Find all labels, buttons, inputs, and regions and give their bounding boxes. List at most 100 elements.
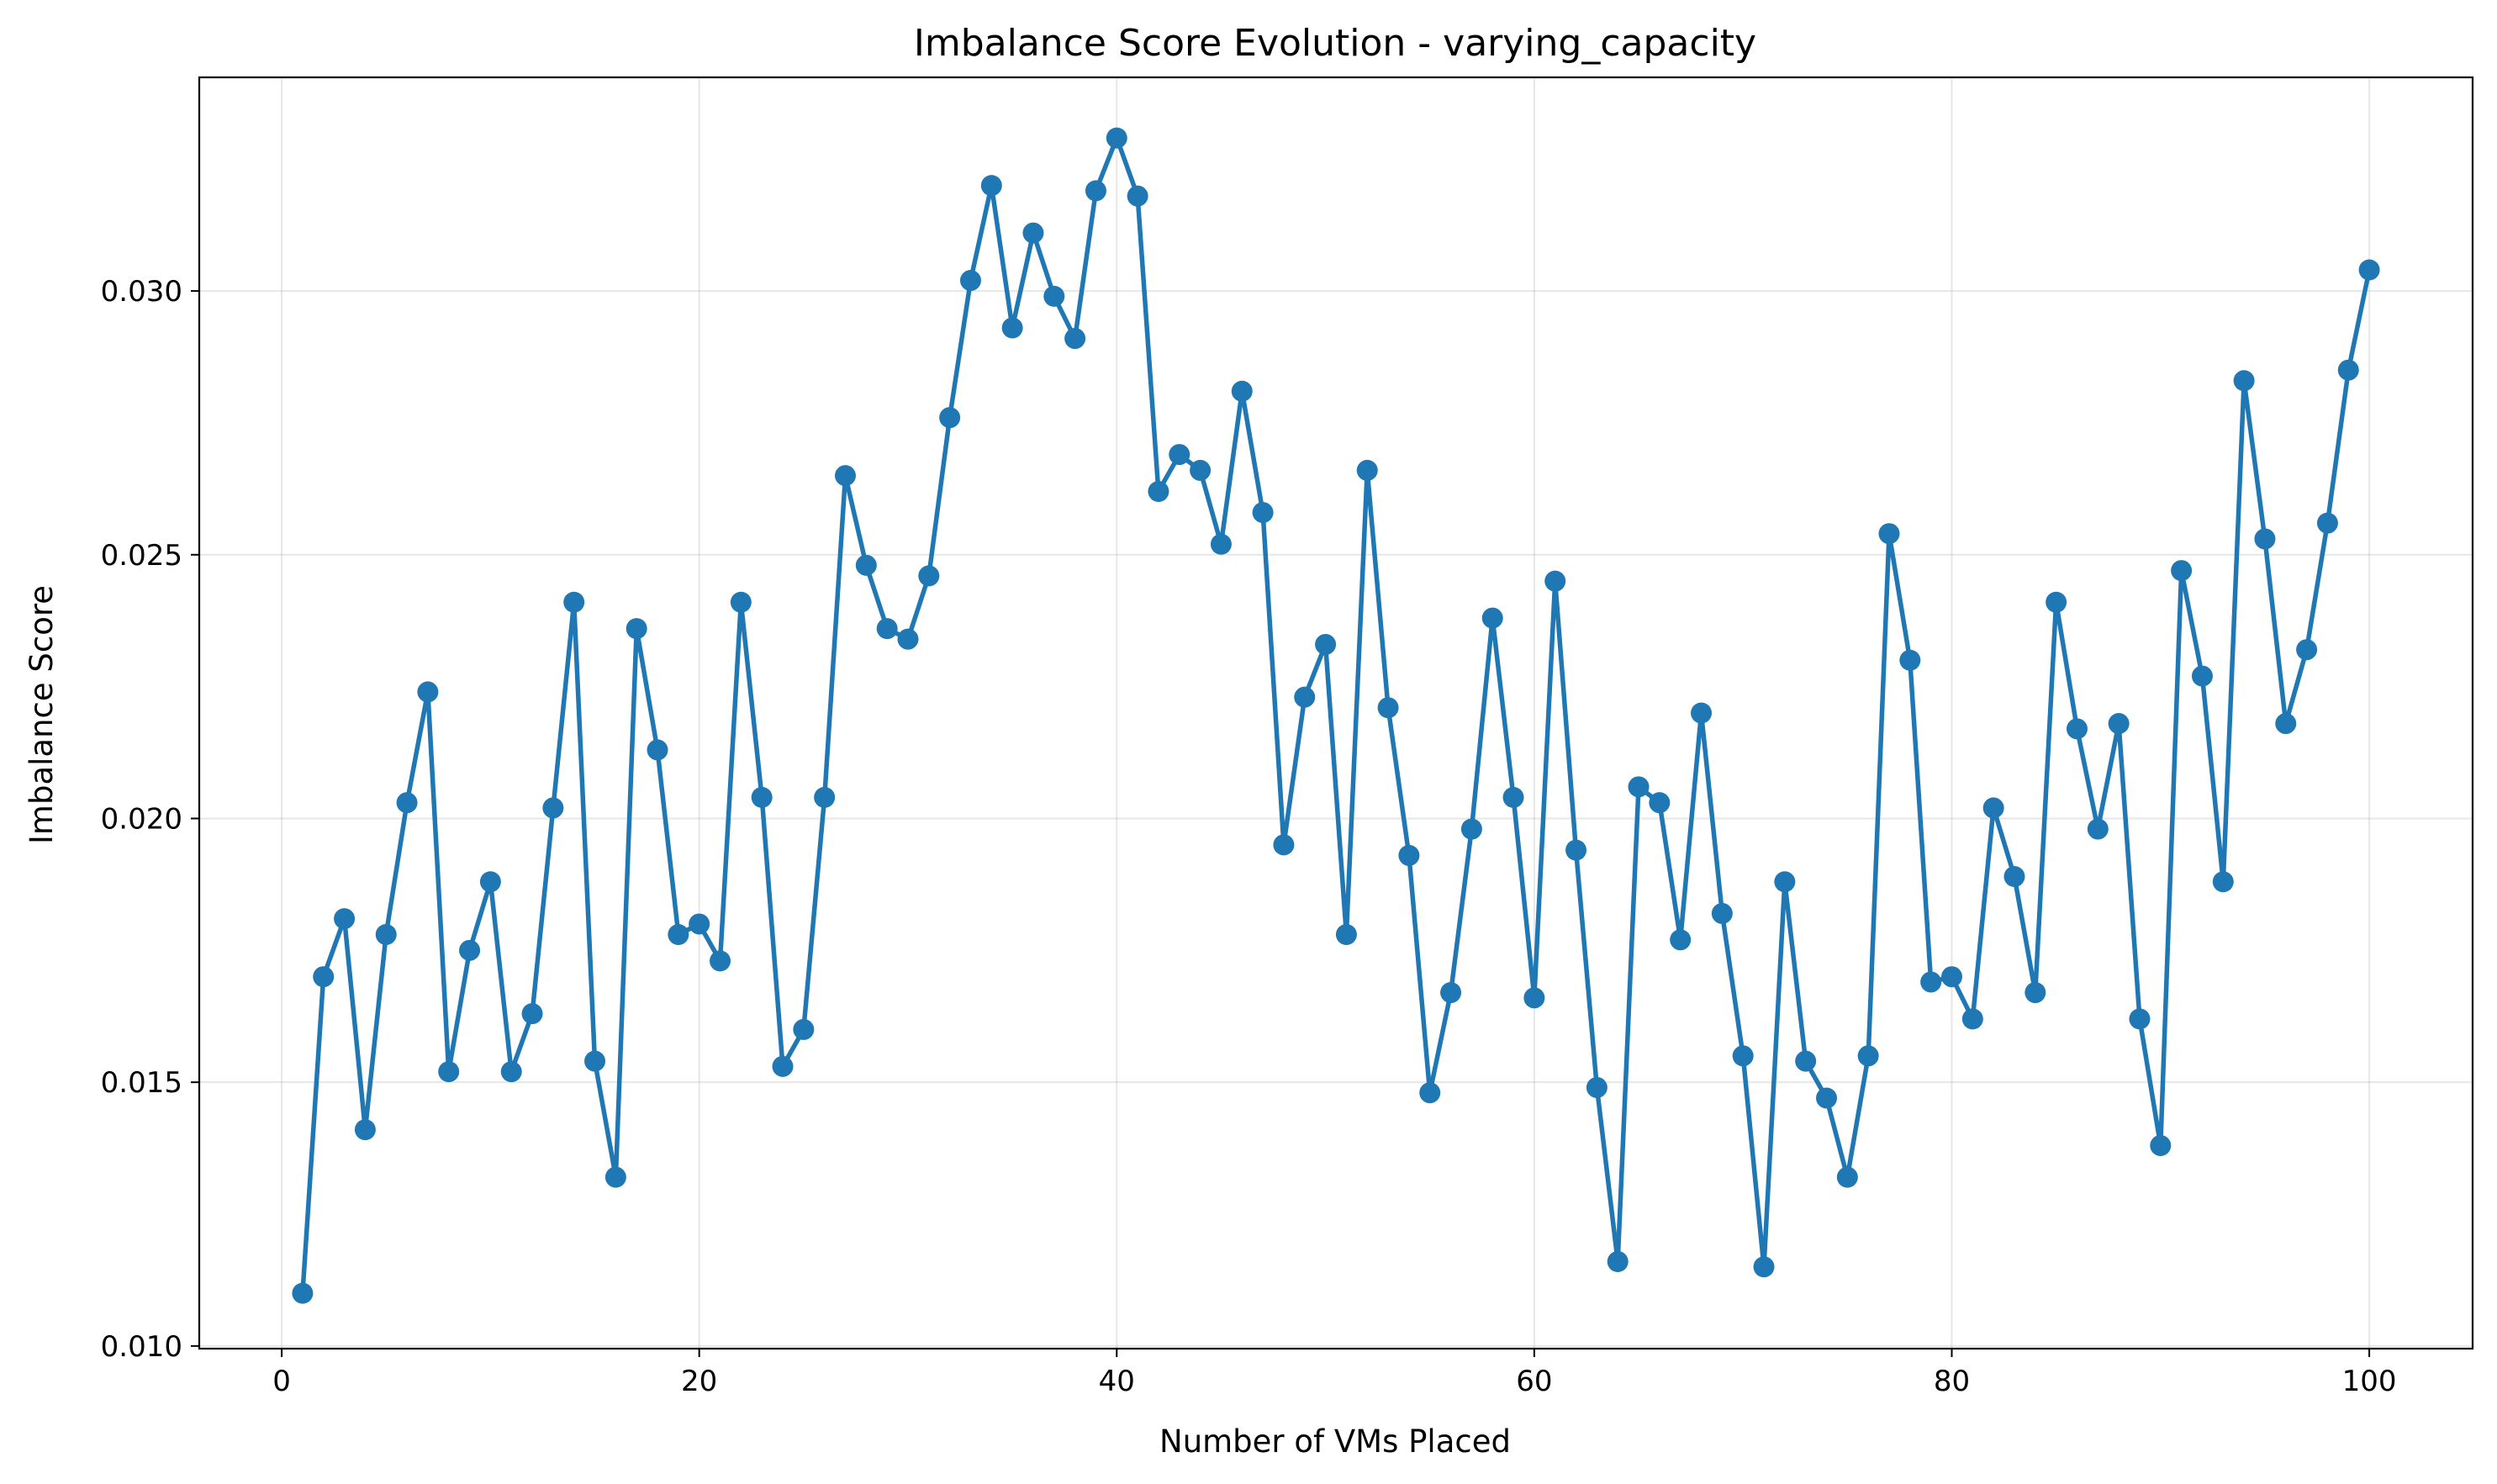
data-point	[1816, 1087, 1838, 1109]
data-point	[542, 797, 564, 819]
series-line	[300, 135, 2372, 1296]
data-point	[1586, 1076, 1607, 1098]
data-point	[459, 939, 481, 961]
data-point	[521, 1003, 543, 1025]
data-point	[2212, 871, 2234, 893]
y-tick-label: 0.030	[101, 275, 182, 309]
data-point	[1064, 328, 1086, 350]
y-tick-label: 0.010	[101, 1330, 182, 1364]
data-point	[1398, 844, 1420, 866]
data-point	[1628, 776, 1650, 798]
data-point	[1273, 834, 1295, 856]
data-point	[1294, 686, 1316, 708]
y-tick-label: 0.015	[101, 1066, 182, 1100]
data-point	[1649, 792, 1671, 814]
data-point	[334, 908, 356, 930]
data-point	[1836, 1166, 1858, 1188]
data-point	[375, 924, 397, 946]
data-point	[1481, 607, 1503, 629]
data-point	[1774, 871, 1796, 893]
y-tick-label: 0.020	[101, 802, 182, 836]
data-point	[2358, 259, 2380, 281]
x-tick-label: 20	[681, 1365, 717, 1398]
data-point	[876, 618, 898, 640]
data-point	[1565, 839, 1587, 861]
data-point	[1148, 480, 1169, 502]
data-point	[1315, 633, 1337, 655]
data-point	[563, 591, 585, 613]
data-point	[1377, 697, 1399, 719]
data-point	[2296, 639, 2318, 661]
data-point	[1022, 222, 1044, 244]
data-point	[918, 565, 940, 587]
data-point	[1335, 924, 1357, 946]
y-axis-ticks: 0.010 0.015 0.020 0.025 0.030	[101, 275, 199, 1364]
data-point	[1419, 1082, 1441, 1104]
data-point	[1795, 1050, 1817, 1072]
data-point	[1691, 702, 1713, 724]
data-point	[1127, 185, 1148, 207]
data-point	[2150, 1134, 2172, 1156]
y-axis-label: Imbalance Score	[24, 585, 60, 844]
x-tick-label: 60	[1516, 1365, 1552, 1398]
x-axis-label: Number of VMs Placed	[1159, 1423, 1511, 1460]
data-point	[1940, 966, 1962, 988]
data-point	[2316, 512, 2338, 534]
data-point	[313, 966, 335, 988]
data-point	[1544, 570, 1566, 592]
data-point	[1460, 818, 1482, 840]
data-point	[2108, 713, 2130, 735]
data-point	[959, 270, 981, 292]
data-point	[793, 1018, 815, 1040]
data-point	[814, 786, 836, 808]
data-point	[604, 1166, 626, 1188]
data-point	[772, 1055, 794, 1077]
data-point	[1523, 987, 1545, 1009]
data-point	[1670, 929, 1692, 951]
x-axis-ticks: 0 20 40 60 80 100	[272, 1349, 2397, 1398]
data-point	[730, 591, 752, 613]
data-point	[438, 1061, 460, 1083]
data-point	[1753, 1256, 1775, 1278]
y-tick-label: 0.025	[101, 539, 182, 573]
data-point	[354, 1119, 376, 1141]
data-point	[2275, 713, 2297, 735]
data-point	[647, 739, 668, 761]
data-point	[1043, 285, 1065, 307]
data-point	[1982, 797, 2004, 819]
data-point	[479, 871, 501, 893]
data-point	[939, 407, 961, 429]
data-point	[1085, 180, 1106, 202]
x-tick-label: 40	[1099, 1365, 1135, 1398]
data-point	[2066, 718, 2088, 740]
data-point	[1711, 902, 1733, 924]
data-point	[1899, 649, 1921, 671]
plot-area-frame	[198, 76, 2474, 1350]
data-point	[1502, 786, 1524, 808]
data-point	[897, 628, 919, 650]
data-point	[1920, 971, 1942, 993]
data-point	[2025, 982, 2046, 1004]
data-point	[1440, 982, 1462, 1004]
data-point	[1857, 1045, 1879, 1067]
data-point	[1961, 1008, 1983, 1030]
data-point	[689, 913, 710, 935]
x-tick-label: 100	[2342, 1365, 2397, 1398]
data-point	[1878, 523, 1900, 545]
data-point	[500, 1061, 522, 1083]
data-point	[855, 554, 877, 576]
data-point	[1252, 502, 1274, 524]
data-point	[2233, 370, 2255, 392]
chart-title: Imbalance Score Evolution - varying_capa…	[914, 22, 1756, 65]
data-point	[2087, 818, 2109, 840]
data-point	[2046, 591, 2067, 613]
data-point	[1106, 127, 1127, 149]
data-point	[2003, 865, 2025, 887]
data-point	[292, 1282, 314, 1304]
data-point	[1210, 533, 1232, 555]
data-point	[1190, 459, 1212, 481]
data-point	[2129, 1008, 2151, 1030]
data-point	[834, 465, 856, 487]
